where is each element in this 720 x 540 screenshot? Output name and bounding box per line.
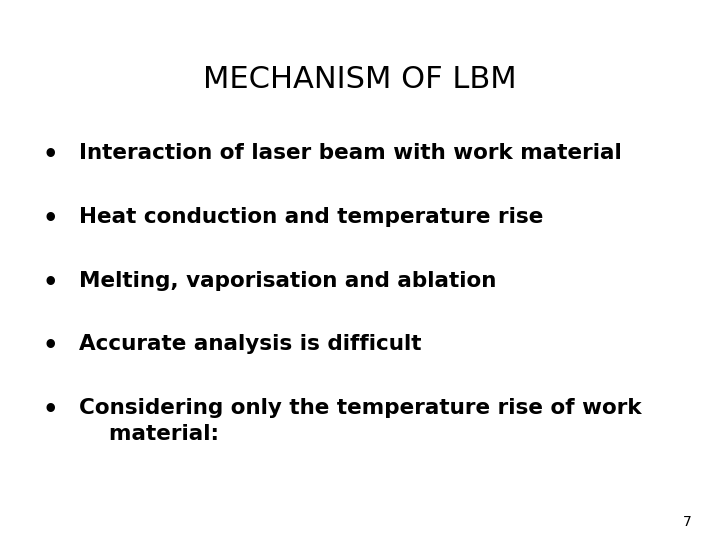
Text: •: • bbox=[42, 334, 58, 358]
Text: •: • bbox=[42, 398, 58, 422]
Text: •: • bbox=[42, 143, 58, 167]
Text: Heat conduction and temperature rise: Heat conduction and temperature rise bbox=[79, 207, 544, 227]
Text: •: • bbox=[42, 271, 58, 294]
Text: Melting, vaporisation and ablation: Melting, vaporisation and ablation bbox=[79, 271, 497, 291]
Text: 7: 7 bbox=[683, 515, 691, 529]
Text: Considering only the temperature rise of work
    material:: Considering only the temperature rise of… bbox=[79, 398, 642, 443]
Text: •: • bbox=[42, 207, 58, 231]
Text: MECHANISM OF LBM: MECHANISM OF LBM bbox=[203, 65, 517, 94]
Text: Interaction of laser beam with work material: Interaction of laser beam with work mate… bbox=[79, 143, 622, 163]
Text: Accurate analysis is difficult: Accurate analysis is difficult bbox=[79, 334, 422, 354]
